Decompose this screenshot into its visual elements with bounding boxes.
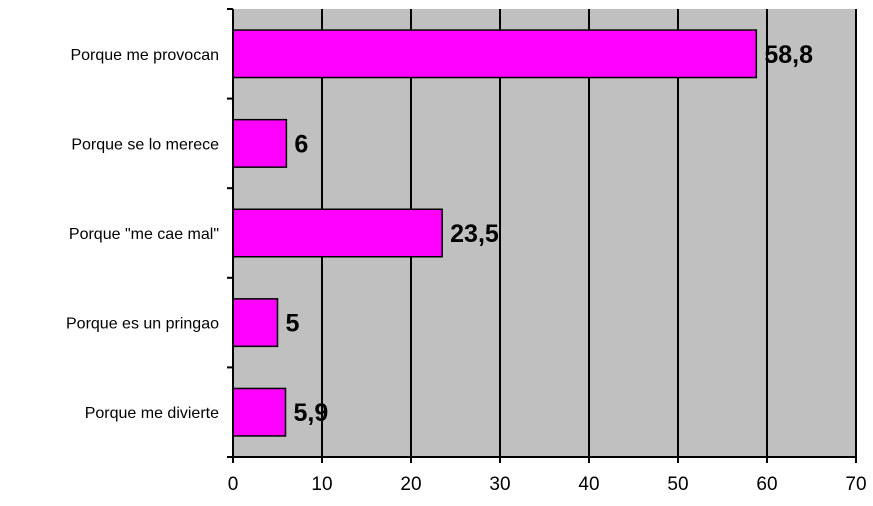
bar — [232, 208, 443, 258]
axes-group — [227, 8, 857, 463]
x-tick-label: 30 — [489, 474, 510, 495]
bars-group — [232, 29, 758, 437]
category-label: Porque es un pringao — [66, 316, 219, 333]
x-tick-label: 20 — [400, 474, 421, 495]
x-tick-label: 70 — [845, 474, 866, 495]
bar — [232, 118, 288, 168]
x-tick-label: 40 — [578, 474, 599, 495]
data-label: 23,5 — [450, 220, 499, 248]
bar — [232, 29, 758, 79]
category-label: Porque "me cae mal" — [69, 226, 219, 243]
data-label: 5 — [286, 310, 300, 338]
data-label: 5,9 — [294, 399, 329, 427]
bar — [232, 387, 287, 437]
category-label: Porque se lo merece — [71, 136, 219, 153]
labels-group: 0 10 20 30 40 50 60 70 58,8 Porque me provocan 6 Po… — [66, 41, 867, 495]
x-tick-label: 50 — [667, 474, 688, 495]
category-label: Porque me divierte — [85, 405, 219, 422]
data-label: 6 — [294, 130, 308, 158]
x-tick-label: 10 — [311, 474, 332, 495]
bar — [232, 298, 279, 348]
category-label: Porque me provocan — [70, 47, 219, 64]
x-tick-label: 60 — [756, 474, 777, 495]
data-label: 58,8 — [764, 41, 813, 69]
x-tick-label: 0 — [228, 474, 239, 495]
